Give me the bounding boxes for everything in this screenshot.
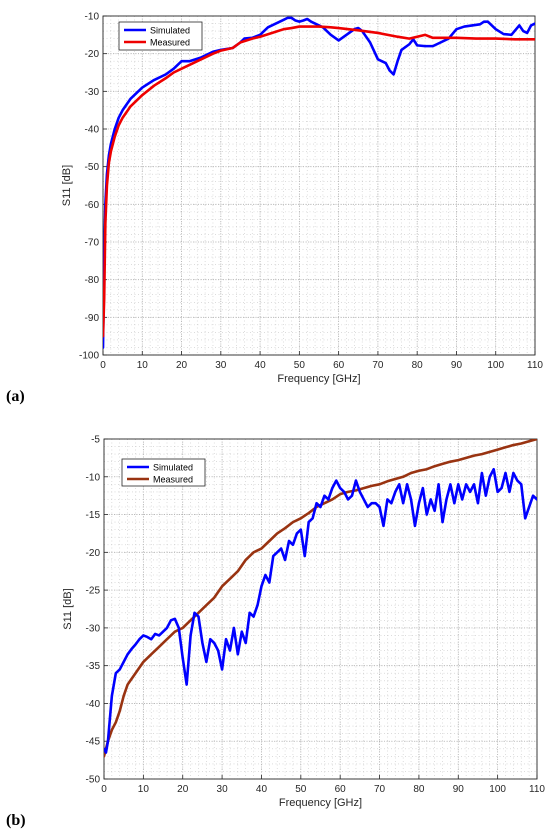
- y-tick-label: -50: [86, 775, 101, 786]
- x-tick-label: 60: [333, 360, 345, 371]
- legend-box: [121, 458, 206, 487]
- grid-lines: [102, 15, 536, 356]
- x-tick-label: 20: [176, 360, 188, 371]
- y-tick-label: -90: [85, 313, 100, 324]
- series-line-measured: [103, 25, 535, 338]
- y-tick-label: -15: [86, 510, 101, 521]
- series-group: [104, 439, 537, 758]
- x-tick-label: 70: [374, 784, 386, 795]
- x-tick-label: 30: [217, 784, 229, 795]
- x-tick-label: 20: [177, 784, 189, 795]
- x-tick-label: 40: [256, 784, 268, 795]
- legend-label-simulated: Simulated: [153, 462, 193, 472]
- x-tick-label: 30: [215, 360, 227, 371]
- x-tick-label: 10: [137, 360, 149, 371]
- y-tick-label: -30: [85, 87, 100, 98]
- x-tick-label: 50: [295, 784, 307, 795]
- series-line-simulated: [103, 16, 535, 349]
- series-line-measured: [104, 439, 537, 758]
- y-tick-label: -100: [79, 351, 99, 362]
- x-tick-label: 100: [489, 784, 506, 795]
- y-tick-label: -35: [86, 661, 101, 672]
- x-tick-label: 0: [100, 360, 106, 371]
- y-tick-label: -60: [85, 200, 100, 211]
- y-tick-label: -45: [86, 737, 101, 748]
- x-tick-label: 50: [294, 360, 306, 371]
- panel-label-b: (b): [6, 812, 26, 829]
- chart-a: 0 10 20 30 40 50 60 70 80 90 100 110 -100 -90 -80 -70 -6…: [61, 12, 543, 386]
- y-tick-label: -70: [85, 238, 100, 249]
- x-axis-label: Frequency [GHz]: [277, 373, 360, 385]
- y-tick-label: -40: [85, 125, 100, 136]
- legend-label-measured: Measured: [153, 474, 193, 484]
- legend-label-measured: Measured: [150, 37, 190, 47]
- y-tick-label: -20: [86, 548, 101, 559]
- x-tick-label: 70: [372, 360, 384, 371]
- x-tick-label: 80: [412, 360, 424, 371]
- y-tick-label: -25: [86, 586, 101, 597]
- y-tick-label: -10: [86, 472, 101, 483]
- x-tick-label: 60: [335, 784, 347, 795]
- series-group: [103, 16, 535, 349]
- y-tick-label: -5: [91, 435, 100, 446]
- legend-box: [118, 21, 203, 51]
- panel-label-a: (a): [6, 388, 25, 405]
- x-tick-label: 80: [413, 784, 425, 795]
- x-tick-label: 90: [451, 360, 463, 371]
- series-line-simulated: [104, 467, 537, 754]
- legend-label-simulated: Simulated: [150, 25, 190, 35]
- y-tick-label: -80: [85, 275, 100, 286]
- chart-b: 0 10 20 30 40 50 60 70 80 90 100 110 -50 -45 -40 -35 -30…: [62, 435, 545, 810]
- y-axis-label: S11 [dB]: [61, 165, 73, 206]
- y-tick-label: -10: [85, 12, 100, 23]
- x-tick-label: 10: [138, 784, 150, 795]
- x-tick-label: 40: [255, 360, 267, 371]
- x-tick-label: 100: [487, 360, 504, 371]
- y-tick-label: -50: [85, 162, 100, 173]
- x-tick-label: 110: [527, 360, 543, 371]
- plot-frame: [103, 438, 538, 780]
- legend: Simulated Measured: [121, 458, 206, 487]
- x-axis-label: Frequency [GHz]: [279, 797, 362, 809]
- legend: Simulated Measured: [118, 21, 203, 51]
- y-tick-label: -30: [86, 623, 101, 634]
- x-tick-label: 90: [453, 784, 465, 795]
- y-tick-label: -20: [85, 49, 100, 60]
- plot-frame: [102, 15, 536, 356]
- y-axis-label: S11 [dB]: [62, 588, 74, 629]
- x-tick-label: 110: [529, 784, 545, 795]
- x-tick-label: 0: [101, 784, 107, 795]
- y-tick-label: -40: [86, 699, 101, 710]
